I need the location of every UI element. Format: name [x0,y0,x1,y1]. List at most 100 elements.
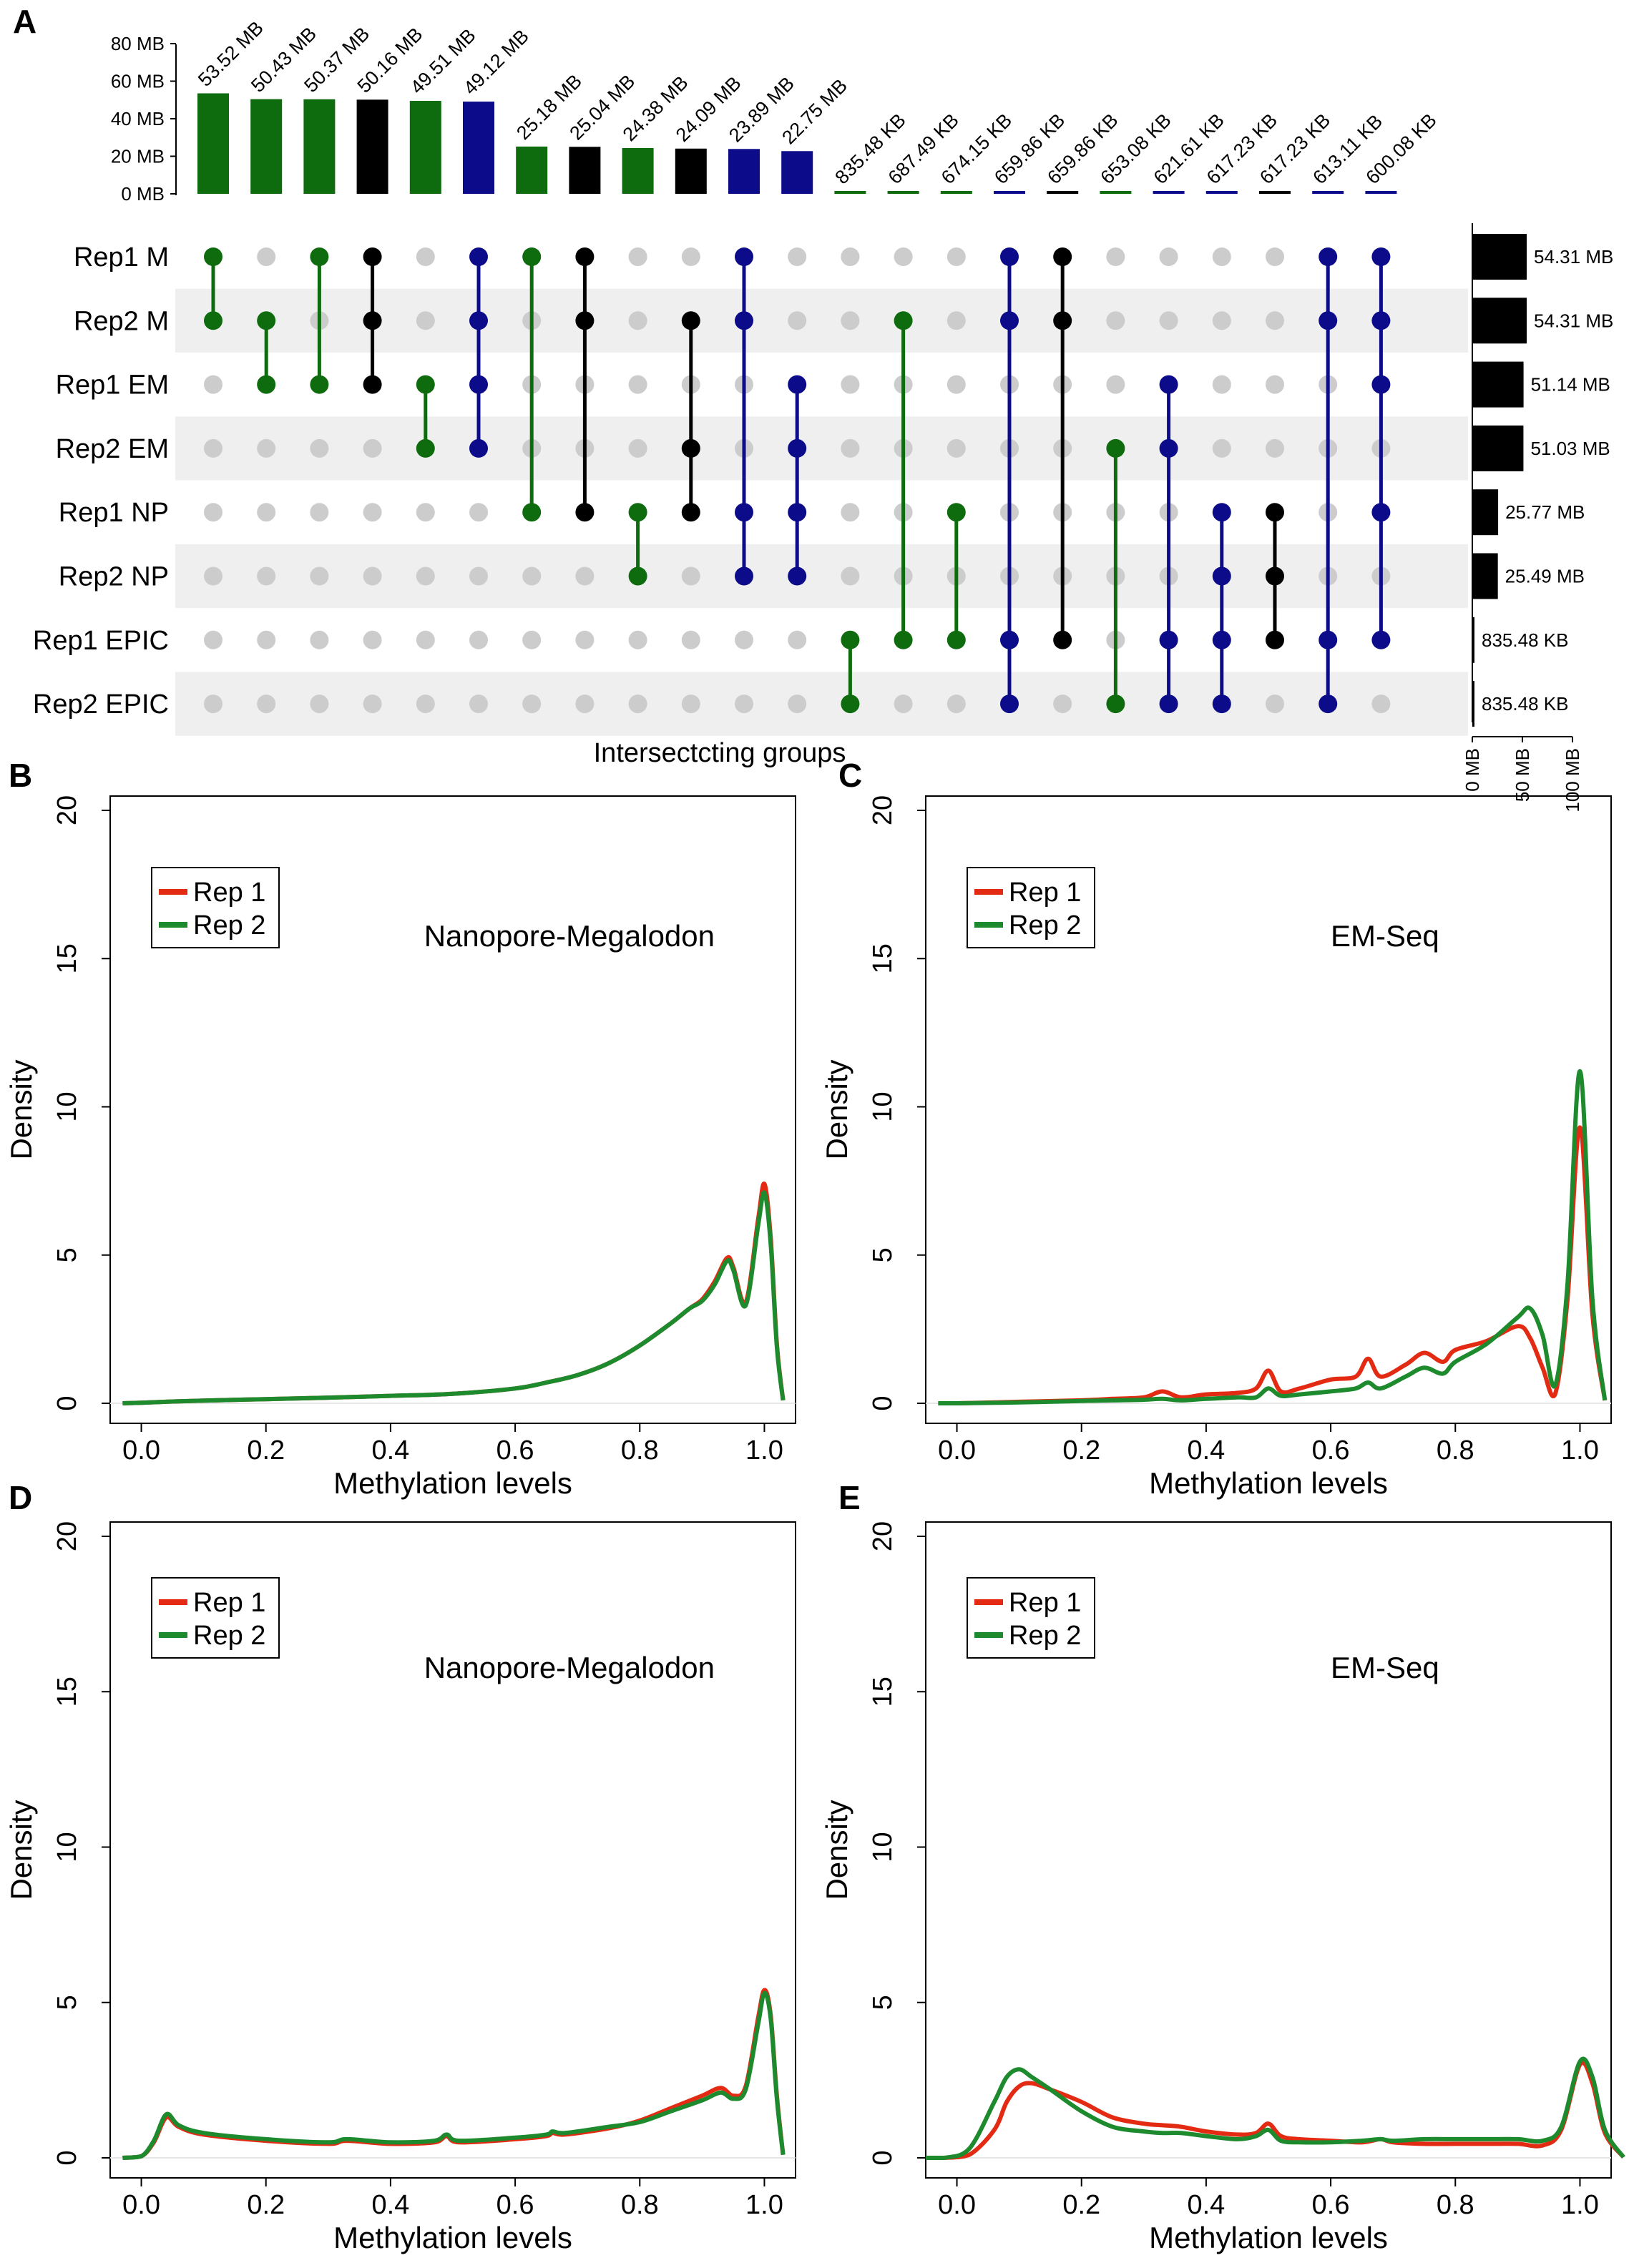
y-tick-label: 5 [52,1995,82,2010]
set-size-bar [1472,425,1524,471]
matrix-dot-empty [363,438,382,458]
set-size-bar [1472,234,1527,280]
panel-label-b: B [9,757,32,794]
row-band [175,416,1468,481]
legend-box [967,867,1095,948]
legend-label: Rep 1 [193,878,265,908]
set-label: Rep1 M [74,242,169,273]
matrix-dot-empty [416,566,435,586]
plot-title: Nanopore-Megalodon [424,1651,715,1684]
y-tick-label: 40 MB [111,108,165,129]
intersection-bar [728,149,760,194]
plot-frame [109,1521,796,2179]
matrix-dot-empty [1159,311,1178,330]
matrix-dot-empty [310,503,329,522]
legend-label: Rep 2 [193,1621,265,1651]
matrix-dot-filled [788,375,807,394]
matrix-dot-filled [735,247,753,266]
matrix-dot-empty [469,694,488,714]
matrix-dot-filled [946,630,966,649]
y-tick-label: 80 MB [111,33,165,54]
intersection-bar [197,93,229,194]
matrix-dot-filled [1212,630,1231,649]
x-tick-label: 1.0 [745,2190,783,2220]
row-band [175,544,1468,609]
x-tick-label: 0.8 [1437,1435,1474,1466]
matrix-dot-empty [257,438,276,458]
matrix-dot-empty [522,566,542,586]
x-tick-label: 0.0 [938,2190,976,2220]
plot-title: EM-Seq [1331,919,1439,953]
legend-box [967,1577,1095,1659]
x-axis-label: Methylation levels [333,2221,572,2254]
row-band [175,672,1468,736]
matrix-dot-empty [469,630,488,649]
set-label: Rep2 NP [59,562,169,592]
matrix-dot-filled [1266,503,1284,522]
matrix-dot-empty [628,694,647,714]
set-label: Rep1 EM [56,370,169,401]
x-tick-label: 0.8 [1437,2190,1474,2220]
set-size-tick-label: 0 MB [1462,748,1483,792]
matrix-dot-filled [1371,375,1391,394]
matrix-dot-empty [257,503,276,522]
intersection-bar [1259,191,1291,194]
matrix-dot-filled [1053,630,1072,649]
panel-label-d: D [9,1479,32,1516]
y-tick-label: 10 [868,1832,898,1862]
matrix-dot-filled [1000,694,1019,714]
matrix-dot-filled [681,311,700,330]
matrix-dot-filled [1212,566,1231,586]
intersection-bar [1312,191,1344,194]
matrix-dot-filled [1319,311,1338,330]
y-tick-label: 10 [868,1091,898,1121]
y-tick-label: 0 [52,1395,82,1410]
x-tick-label: 0.0 [122,2190,160,2220]
intersection-bar [994,191,1025,194]
y-tick-label: 5 [868,1247,898,1262]
x-tick-label: 0.4 [371,2190,409,2220]
upset-intersection-y-axis: 80 MB 60 MB 40 MB 20 MB 0 MB [111,33,177,205]
intersection-bar [1100,191,1132,194]
matrix-dot-filled [575,503,595,522]
matrix-dot-filled [1319,247,1338,266]
matrix-dot-filled [894,630,913,649]
matrix-dot-empty [363,694,382,714]
matrix-dot-empty [894,694,913,714]
matrix-dot-empty [522,694,542,714]
matrix-dot-empty [1266,438,1284,458]
legend-label: Rep 1 [1009,878,1081,908]
matrix-dot-filled [522,503,542,522]
matrix-dot-empty [522,630,542,649]
matrix-dot-filled [416,438,435,458]
matrix-dot-empty [204,694,222,714]
matrix-dot-empty [628,311,647,330]
matrix-dot-filled [575,311,595,330]
upset-set-size-bars: 54.31 MB 54.31 MB 51.14 MB 51.03 MB 25.77 MB… [1462,223,1613,813]
matrix-dot-filled [416,375,435,394]
panel-label-e: E [838,1479,861,1516]
intersection-bar [887,191,919,194]
matrix-dot-empty [841,375,860,394]
y-tick-label: 15 [52,943,82,973]
intersection-bar [1047,191,1079,194]
set-label: Rep1 EPIC [33,626,169,656]
density-line-rep2 [925,2056,1625,2161]
matrix-dot-empty [204,630,222,649]
matrix-dot-filled [1159,438,1178,458]
y-tick-label: 0 [868,1395,898,1410]
matrix-dot-empty [681,630,700,649]
matrix-dot-empty [416,247,435,266]
matrix-dot-filled [1000,247,1019,266]
matrix-dot-filled [1000,311,1019,330]
x-axis-label: Methylation levels [1149,2221,1388,2254]
intersection-bar [409,101,441,194]
matrix-dot-filled [1371,630,1391,649]
matrix-dot-filled [363,247,382,266]
matrix-dot-empty [469,566,488,586]
matrix-dot-empty [1212,438,1231,458]
matrix-dot-filled [1000,630,1019,649]
density-line-rep2 [122,1990,786,2160]
plot-title: Nanopore-Megalodon [424,919,715,953]
matrix-dot-filled [1159,630,1178,649]
